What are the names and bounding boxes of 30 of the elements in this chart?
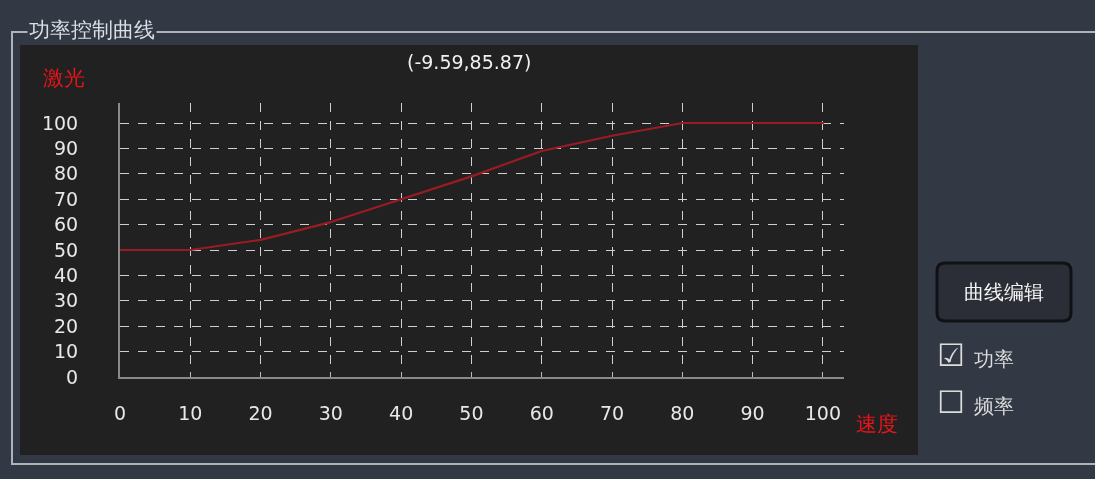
x-tick-label: 10	[178, 401, 203, 424]
x-tick-label: 80	[670, 401, 695, 424]
y-axis-title: 激光	[43, 66, 85, 90]
x-tick-label: 0	[113, 401, 127, 424]
x-tick-label: 60	[529, 401, 554, 424]
chart-title: 功率控制曲线	[29, 18, 155, 42]
text: ☐频率	[937, 384, 1014, 420]
y-tick-label: 80	[54, 162, 79, 185]
x-tick-label: 40	[389, 401, 414, 424]
text: ☑功率	[937, 337, 1014, 373]
y-tick-label: 60	[54, 213, 79, 236]
y-tick-label: 50	[54, 238, 79, 261]
x-axis-title: 速度	[856, 412, 898, 436]
x-tick-label: 70	[599, 401, 625, 424]
y-tick-label: 100	[41, 111, 79, 134]
x-tick-label: 20	[248, 401, 273, 424]
x-tick-label: 30	[318, 401, 343, 424]
x-tick-label: 100	[804, 401, 842, 424]
y-tick-label: 20	[54, 314, 79, 337]
text: 曲线编辑	[964, 280, 1044, 304]
y-tick-label: 90	[54, 137, 79, 160]
y-tick-label: 10	[54, 340, 79, 363]
y-tick-label: 30	[54, 289, 79, 312]
y-tick-label: 40	[54, 264, 79, 287]
line-series	[120, 121, 825, 252]
x-tick-label: 50	[459, 401, 484, 424]
x-tick-label: 90	[740, 401, 765, 424]
text: (-9.59,85.87)	[407, 51, 532, 73]
y-tick-label: 70	[54, 187, 79, 210]
y-tick-label: 0	[66, 365, 79, 388]
